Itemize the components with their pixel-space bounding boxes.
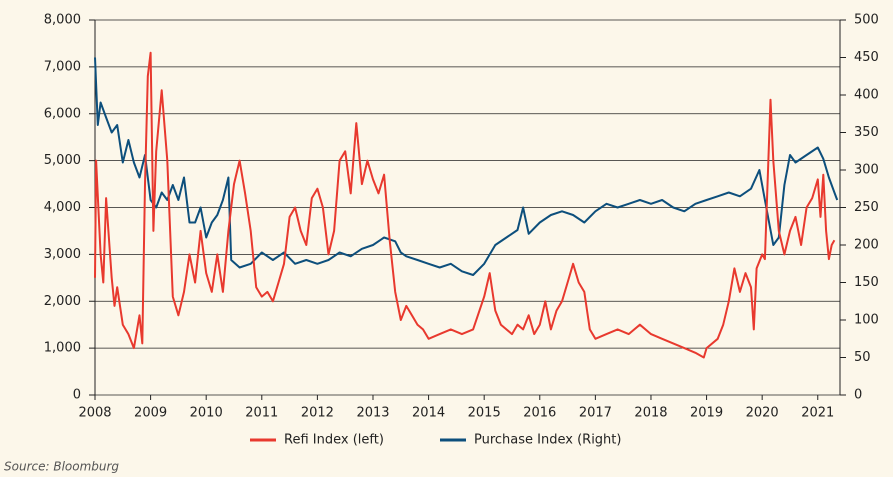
x-tick-label: 2021 xyxy=(801,406,834,421)
x-tick-label: 2012 xyxy=(301,406,334,421)
y-tick-label: 1,000 xyxy=(44,341,81,356)
y-tick-label: 5,000 xyxy=(44,153,81,168)
y2-tick-label: 400 xyxy=(854,88,879,103)
y2-tick-label: 350 xyxy=(854,125,879,140)
y2-tick-label: 450 xyxy=(854,50,879,65)
y2-tick-label: 0 xyxy=(854,388,862,403)
x-tick-label: 2009 xyxy=(134,406,167,421)
y2-tick-label: 300 xyxy=(854,163,879,178)
y-tick-label: 3,000 xyxy=(44,247,81,262)
y2-tick-label: 250 xyxy=(854,200,879,215)
y-tick-label: 2,000 xyxy=(44,294,81,309)
x-tick-label: 2016 xyxy=(523,406,556,421)
legend-label: Refi Index (left) xyxy=(284,433,384,448)
y2-tick-label: 50 xyxy=(854,350,871,365)
y-tick-label: 6,000 xyxy=(44,106,81,121)
y-tick-label: 0 xyxy=(73,388,81,403)
series-line xyxy=(94,51,836,359)
y-tick-label: 8,000 xyxy=(44,13,81,28)
y-tick-label: 4,000 xyxy=(44,200,81,215)
x-tick-label: 2013 xyxy=(356,406,389,421)
y2-tick-label: 200 xyxy=(854,238,879,253)
x-tick-label: 2015 xyxy=(468,406,501,421)
y2-tick-label: 100 xyxy=(854,313,879,328)
x-tick-label: 2010 xyxy=(190,406,223,421)
series-line xyxy=(94,57,839,276)
x-tick-label: 2018 xyxy=(634,406,667,421)
legend-label: Purchase Index (Right) xyxy=(474,433,621,448)
x-tick-label: 2011 xyxy=(245,406,278,421)
x-tick-label: 2019 xyxy=(690,406,723,421)
y-tick-label: 7,000 xyxy=(44,59,81,74)
x-tick-label: 2014 xyxy=(412,406,445,421)
y2-tick-label: 500 xyxy=(854,13,879,28)
source: Source: Bloomburg xyxy=(4,460,119,474)
y2-tick-label: 150 xyxy=(854,275,879,290)
x-tick-label: 2008 xyxy=(78,406,111,421)
x-tick-label: 2020 xyxy=(746,406,779,421)
x-tick-label: 2017 xyxy=(579,406,612,421)
